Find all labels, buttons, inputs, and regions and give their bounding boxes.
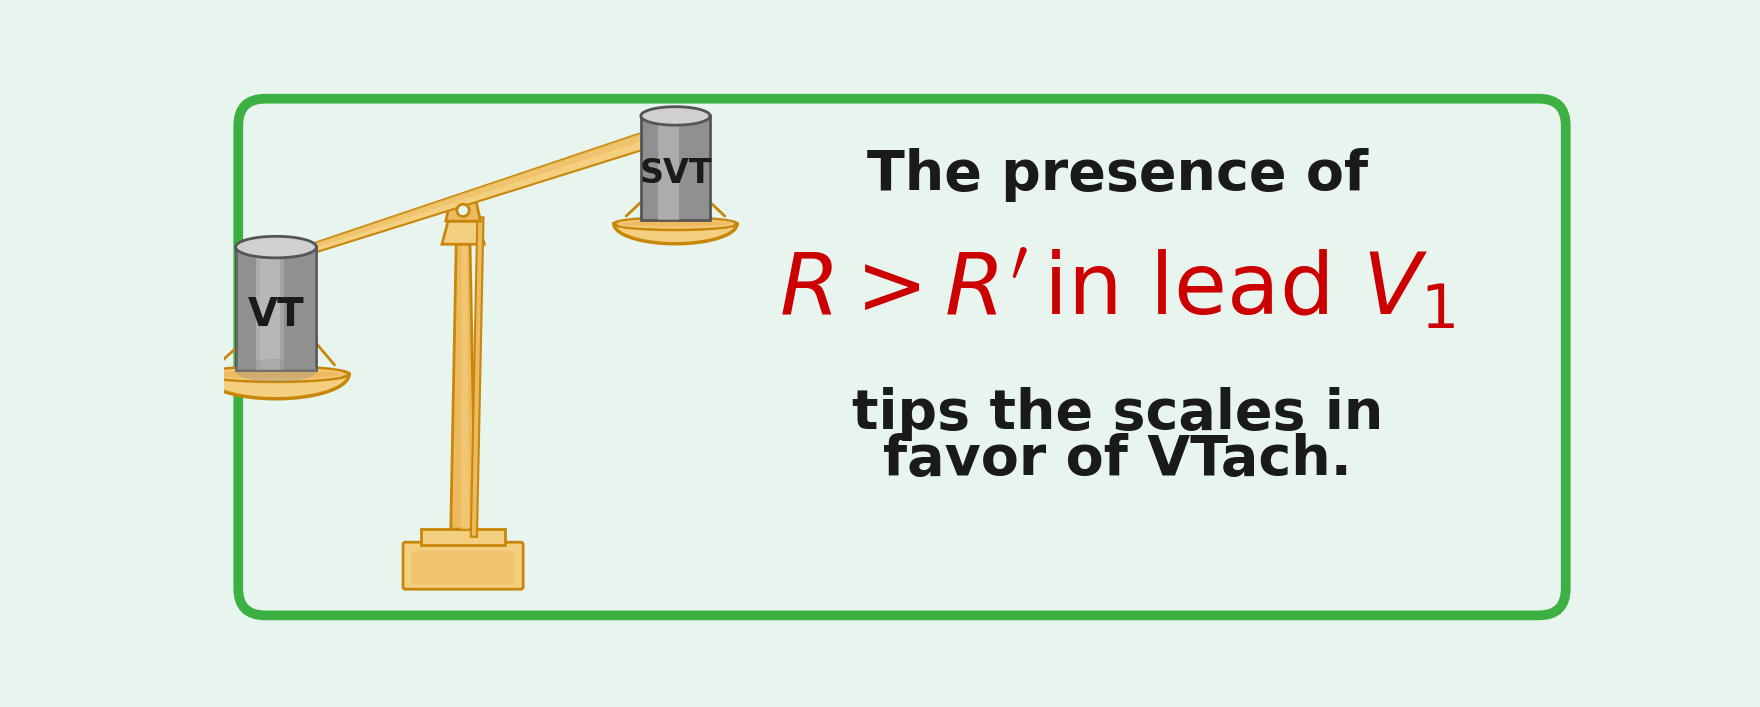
Bar — [301, 247, 308, 370]
Text: VT: VT — [248, 296, 304, 334]
Circle shape — [280, 253, 289, 262]
Bar — [641, 116, 709, 220]
Polygon shape — [614, 223, 737, 244]
Polygon shape — [202, 374, 348, 399]
Bar — [421, 529, 505, 544]
Text: The presence of: The presence of — [868, 148, 1368, 202]
Polygon shape — [236, 236, 317, 258]
Bar — [255, 247, 280, 370]
Bar — [236, 247, 317, 370]
FancyBboxPatch shape — [403, 542, 523, 589]
Polygon shape — [282, 122, 676, 258]
Bar — [658, 116, 679, 220]
Polygon shape — [202, 366, 348, 382]
Bar — [236, 247, 243, 370]
Bar — [243, 247, 252, 370]
Polygon shape — [614, 218, 737, 230]
Polygon shape — [461, 244, 470, 529]
Polygon shape — [641, 107, 709, 125]
Polygon shape — [282, 122, 678, 262]
Text: tips the scales in: tips the scales in — [852, 387, 1383, 440]
Polygon shape — [442, 221, 484, 244]
Polygon shape — [236, 359, 317, 381]
FancyBboxPatch shape — [412, 551, 514, 585]
Circle shape — [671, 126, 679, 135]
Bar — [268, 247, 276, 370]
Bar — [283, 247, 292, 370]
Bar — [252, 247, 260, 370]
Bar — [308, 247, 317, 370]
Circle shape — [458, 204, 470, 216]
FancyBboxPatch shape — [238, 99, 1566, 615]
Polygon shape — [451, 244, 475, 529]
Polygon shape — [472, 217, 484, 537]
Polygon shape — [445, 199, 480, 221]
Bar — [260, 247, 268, 370]
Bar — [276, 247, 283, 370]
Text: SVT: SVT — [639, 157, 711, 189]
Bar — [292, 247, 301, 370]
Text: favor of VTach.: favor of VTach. — [884, 433, 1352, 487]
Text: $\mathit{R > R' \/ \mathrm{in\ lead}\ V_1}$: $\mathit{R > R' \/ \mathrm{in\ lead}\ V_… — [780, 247, 1456, 333]
